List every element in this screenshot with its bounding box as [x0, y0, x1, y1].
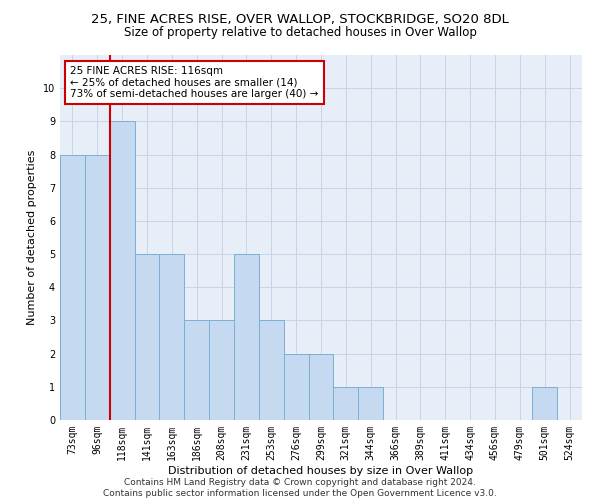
Text: 25 FINE ACRES RISE: 116sqm
← 25% of detached houses are smaller (14)
73% of semi: 25 FINE ACRES RISE: 116sqm ← 25% of deta… — [70, 66, 319, 99]
Bar — [134, 254, 160, 420]
Text: Size of property relative to detached houses in Over Wallop: Size of property relative to detached ho… — [124, 26, 476, 39]
Text: Contains HM Land Registry data © Crown copyright and database right 2024.
Contai: Contains HM Land Registry data © Crown c… — [103, 478, 497, 498]
Bar — [234, 254, 259, 420]
Bar — [308, 354, 334, 420]
Bar — [160, 254, 184, 420]
Bar — [209, 320, 234, 420]
Bar — [184, 320, 209, 420]
Y-axis label: Number of detached properties: Number of detached properties — [28, 150, 37, 325]
X-axis label: Distribution of detached houses by size in Over Wallop: Distribution of detached houses by size … — [169, 466, 473, 475]
Bar — [284, 354, 308, 420]
Bar — [334, 387, 358, 420]
Bar — [259, 320, 284, 420]
Bar — [60, 154, 85, 420]
Bar — [532, 387, 557, 420]
Text: 25, FINE ACRES RISE, OVER WALLOP, STOCKBRIDGE, SO20 8DL: 25, FINE ACRES RISE, OVER WALLOP, STOCKB… — [91, 12, 509, 26]
Bar — [358, 387, 383, 420]
Bar — [85, 154, 110, 420]
Bar — [110, 122, 134, 420]
